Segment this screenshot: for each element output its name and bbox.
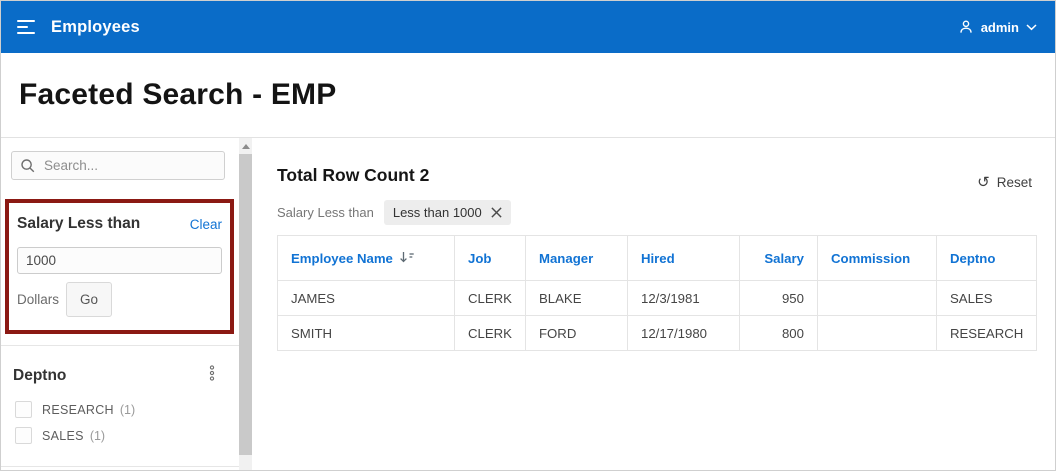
facet-search [11, 151, 225, 180]
filter-chip-prefix: Salary Less than [277, 205, 374, 220]
salary-value-input[interactable] [17, 247, 222, 274]
table-header-row: Employee Name [277, 235, 1038, 281]
facet-divider [1, 345, 239, 346]
top-navigation-bar: Employees admin [1, 1, 1055, 53]
table-row: SMITH CLERK FORD 12/17/1980 800 RESEARCH [277, 315, 1038, 351]
remove-filter-icon[interactable] [491, 207, 502, 218]
active-filters: Salary Less than Less than 1000 [277, 200, 1055, 225]
facet-item-label: RESEARCH [42, 402, 114, 417]
table-cell [816, 315, 937, 351]
report-region: Total Row Count 2 ↺ Reset Salary Less th… [252, 138, 1055, 470]
salary-unit-label: Dollars [17, 292, 60, 307]
column-header-employee-name[interactable]: Employee Name [277, 235, 455, 281]
facet-item-count: (1) [89, 428, 106, 443]
chevron-down-icon [1026, 23, 1037, 31]
column-header-job[interactable]: Job [454, 235, 526, 281]
column-header-manager[interactable]: Manager [524, 235, 628, 281]
facet-item-sales[interactable]: SALES (1) [15, 427, 217, 444]
scrollbar-thumb[interactable] [239, 154, 252, 455]
facet-item-label: SALES [42, 428, 84, 443]
table-cell: SALES [935, 280, 1038, 316]
filter-chip: Less than 1000 [383, 200, 511, 225]
scroll-up-arrow-icon [241, 143, 250, 149]
facets-sidebar: Salary Less than Clear Dollars Go Deptno [1, 138, 239, 470]
reset-icon: ↺ [977, 173, 990, 191]
column-header-deptno[interactable]: Deptno [935, 235, 1038, 281]
clear-facet-link[interactable]: Clear [189, 216, 222, 232]
table-cell: 12/17/1980 [626, 315, 740, 351]
table-cell [816, 280, 937, 316]
deptno-item-list: RESEARCH (1) SALES (1) [13, 401, 217, 444]
scrollbar-up-button[interactable] [239, 138, 252, 154]
column-header-hired[interactable]: Hired [626, 235, 740, 281]
salary-facet-title: Salary Less than [17, 215, 141, 232]
report-table: Employee Name [277, 235, 1038, 351]
reset-button[interactable]: ↺ Reset [977, 173, 1032, 191]
user-label: admin [980, 19, 1019, 35]
row-count-title: Total Row Count 2 [277, 165, 430, 185]
table-body: JAMES CLERK BLAKE 12/3/1981 950 SALES SMITH CLE… [277, 280, 1038, 351]
page-title: Faceted Search - EMP [19, 78, 337, 111]
sales-checkbox[interactable] [15, 427, 32, 444]
go-button[interactable]: Go [66, 282, 113, 317]
table-cell: 950 [738, 280, 818, 316]
research-checkbox[interactable] [15, 401, 32, 418]
table-cell: RESEARCH [935, 315, 1038, 351]
facet-item-research[interactable]: RESEARCH (1) [15, 401, 217, 418]
table-cell: 800 [738, 315, 818, 351]
column-header-salary[interactable]: Salary [738, 235, 818, 281]
sidebar-scrollbar[interactable] [239, 138, 252, 470]
person-icon [958, 19, 974, 35]
search-icon [20, 158, 36, 179]
facet-actions-menu-icon[interactable] [207, 363, 217, 388]
table-cell: SMITH [277, 315, 455, 351]
sort-descending-icon [399, 251, 415, 267]
table-cell: CLERK [454, 315, 526, 351]
deptno-facet-title: Deptno [13, 366, 67, 384]
salary-facet-highlighted: Salary Less than Clear Dollars Go [5, 199, 234, 334]
table-cell: CLERK [454, 280, 526, 316]
facet-item-count: (1) [119, 402, 136, 417]
table-cell: FORD [524, 315, 628, 351]
column-header-commission[interactable]: Commission [816, 235, 937, 281]
filter-chip-label: Less than 1000 [392, 205, 482, 220]
page-header: Faceted Search - EMP [1, 53, 1055, 138]
table-cell: BLAKE [524, 280, 628, 316]
table-cell: JAMES [277, 280, 455, 316]
table-row: JAMES CLERK BLAKE 12/3/1981 950 SALES [277, 280, 1038, 316]
deptno-facet: Deptno RESEARCH (1) SALE [1, 346, 239, 467]
search-input[interactable] [11, 151, 225, 180]
table-cell: 12/3/1981 [626, 280, 740, 316]
user-menu[interactable]: admin [958, 19, 1037, 35]
hamburger-menu-icon[interactable] [17, 16, 35, 38]
app-title: Employees [51, 17, 140, 36]
reset-label: Reset [996, 175, 1032, 190]
